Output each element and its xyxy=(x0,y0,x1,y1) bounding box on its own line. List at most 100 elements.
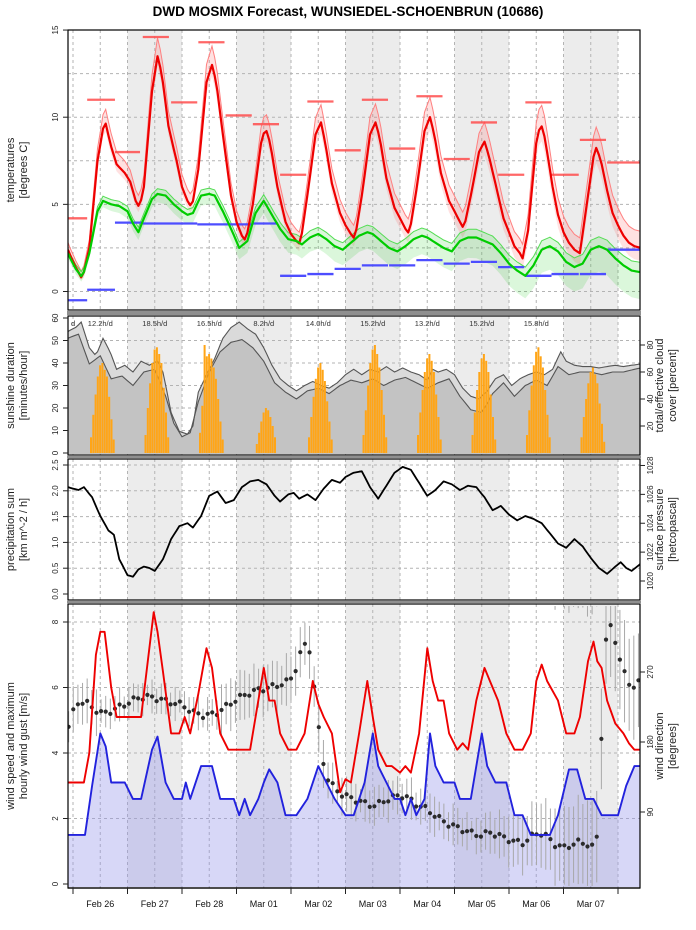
wind-direction-dot xyxy=(251,687,257,693)
sunshine-bar xyxy=(310,417,313,453)
wind-direction-dot xyxy=(275,684,280,690)
sunshine-bar xyxy=(432,372,435,453)
sunshine-bar xyxy=(364,410,367,454)
sunshine-bar xyxy=(417,435,419,453)
wind-direction-dot xyxy=(284,677,289,682)
sunshine-bar xyxy=(373,345,376,453)
wind-direction-dot xyxy=(80,701,85,706)
sunshine-bar xyxy=(487,372,490,453)
wind-direction-dot xyxy=(501,834,507,839)
panel-precip_pressure-grid xyxy=(68,459,640,600)
wind-direction-dot xyxy=(571,842,576,847)
sunshine-bar xyxy=(155,347,158,454)
right-y-tick-label: 270 xyxy=(646,665,655,679)
sunshine-bar xyxy=(428,354,431,453)
y-axis-label: [minutes/hour] xyxy=(18,351,30,421)
y-axis-label: wind speed and maximum xyxy=(5,682,17,811)
sunshine-daily-label: 8.2h/d xyxy=(253,319,274,328)
wind-direction-dot xyxy=(488,830,493,835)
wind-direction-dot xyxy=(446,824,451,829)
y-tick-label: 15 xyxy=(51,25,60,34)
wind-direction-dot xyxy=(451,822,456,827)
sunshine-bar xyxy=(149,383,152,454)
wind-direction-dot xyxy=(242,692,247,698)
sunshine-bar xyxy=(526,435,528,453)
wind-direction-dot xyxy=(580,841,585,846)
panel-wind-grid xyxy=(68,604,640,888)
wind-direction-dot xyxy=(636,678,640,683)
panel-separator xyxy=(67,601,641,603)
sunshine-bar xyxy=(158,354,161,453)
wind-direction-dot xyxy=(464,829,470,834)
x-day-label: Mar 01 xyxy=(250,899,278,909)
sunshine-bar xyxy=(367,385,370,453)
sunshine-bar xyxy=(544,390,547,453)
sunshine-bar xyxy=(264,408,267,453)
right-y-tick-label: 180 xyxy=(646,735,655,749)
right-y-axis-label: total/effective cloud xyxy=(654,339,666,433)
y-tick-label: 1.5 xyxy=(51,510,60,522)
sunshine-bar xyxy=(103,369,106,454)
sunshine-bar xyxy=(105,376,108,453)
y-tick-label: 2 xyxy=(51,816,60,821)
panel-border xyxy=(67,29,641,311)
wind-gust-line xyxy=(68,611,640,794)
wind-direction-dot xyxy=(483,829,488,834)
sunshine-bar xyxy=(219,421,222,453)
y-axis-label: hourly wind gust [m/s] xyxy=(18,693,30,799)
x-day-label: Mar 07 xyxy=(577,899,605,909)
wind-direction-dot xyxy=(136,696,141,701)
wind-direction-dot xyxy=(631,685,636,690)
wind-direction-dot xyxy=(599,736,604,742)
sunshine-bar xyxy=(421,390,424,453)
y-tick-label: 0 xyxy=(51,450,60,455)
x-day-label: Mar 06 xyxy=(522,899,550,909)
day-stripe xyxy=(563,459,618,600)
sunshine-bar xyxy=(90,437,92,454)
right-y-tick-label: 1026 xyxy=(646,485,655,503)
sunshine-bar xyxy=(112,439,115,453)
sunshine-bar xyxy=(603,441,606,454)
sunshine-bar xyxy=(596,383,599,454)
sunshine-bar xyxy=(165,412,167,453)
y-tick-label: 10 xyxy=(51,426,60,435)
sunshine-bar xyxy=(582,417,585,453)
panel-pressure xyxy=(68,466,640,578)
wind-direction-dot xyxy=(413,804,419,809)
wind-direction-dot xyxy=(395,793,400,798)
sunshine-bar xyxy=(328,421,331,453)
sunshine-bar xyxy=(210,358,213,453)
wind-direction-dot xyxy=(478,834,484,839)
sunshine-bar xyxy=(162,387,165,454)
wind-direction-dot xyxy=(576,837,581,842)
panel-separator xyxy=(67,456,641,458)
sunshine-bar xyxy=(532,365,535,454)
wind-direction-dot xyxy=(293,669,298,674)
sunshine-bar xyxy=(108,396,111,454)
sunshine-bar xyxy=(317,367,320,453)
sunshine-bar xyxy=(594,374,597,454)
sunshine-bar xyxy=(380,390,383,453)
sunshine-bar xyxy=(471,435,474,453)
wind-direction-dot xyxy=(437,813,442,819)
sunshine-bar xyxy=(423,372,426,453)
sunshine-bar xyxy=(221,439,224,453)
wind-direction-dot xyxy=(608,623,613,628)
sunshine-bar xyxy=(430,360,433,454)
sunshine-bar xyxy=(492,417,494,453)
wind-direction-dot xyxy=(474,833,479,839)
wind-direction-dot xyxy=(622,669,627,674)
right-y-tick-label: 60 xyxy=(646,367,655,376)
wind-direction-dot xyxy=(423,803,428,809)
panel-temperatures xyxy=(68,35,640,302)
y-tick-label: 50 xyxy=(51,336,60,345)
y-tick-label: 40 xyxy=(51,358,60,367)
pressure-line xyxy=(68,466,640,578)
right-y-tick-label: 90 xyxy=(646,807,655,816)
sunshine-bar xyxy=(151,363,154,453)
wind-direction-dot xyxy=(131,695,136,700)
sunshine-bar xyxy=(528,410,531,454)
sunshine-bar xyxy=(144,435,147,453)
wind-direction-dot xyxy=(237,692,243,698)
